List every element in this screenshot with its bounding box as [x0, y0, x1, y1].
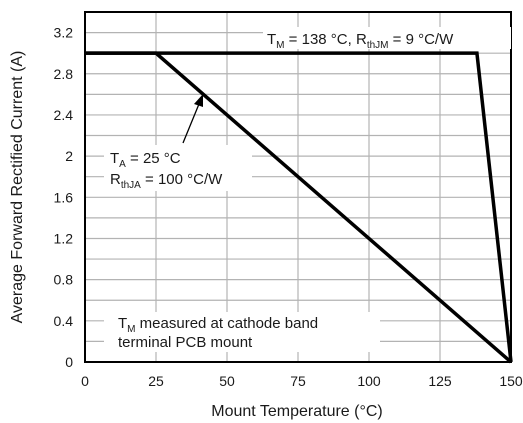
note-annotation-bg: [104, 312, 380, 352]
ambient-annotation-line1: TA = 25 °C: [110, 150, 181, 170]
series-line-2: [85, 51, 513, 364]
note-annotation-line1: TM measured at cathode band: [118, 315, 318, 335]
y-tick-label: 2.4: [54, 107, 74, 123]
y-tick-label: 2: [65, 148, 73, 164]
series-lines: [85, 51, 513, 364]
x-axis-label: Mount Temperature (°C): [211, 403, 383, 420]
series-line-1: [85, 51, 513, 363]
y-tick-label: 1.2: [54, 230, 74, 246]
x-tick-label: 0: [81, 373, 89, 389]
y-tick-label: 0.4: [54, 313, 74, 329]
mount-annotation-bg: [263, 27, 511, 49]
ambient-annotation-bg: [104, 145, 252, 191]
y-tick-label: 0.8: [54, 272, 74, 288]
y-tick-label: 2.8: [54, 66, 74, 82]
note-annotation-line2: terminal PCB mount: [118, 334, 253, 351]
y-tick-label: 1.6: [54, 189, 74, 205]
tick-labels: 0 25 50 75 100 125 150 0 0.4 0.8 1.2 1.6 2 2.4 2.8 3.2: [54, 25, 523, 389]
ambient-annotation-line2: RthJA = 100 °C/W: [110, 171, 223, 191]
y-tick-label: 3.2: [54, 25, 74, 41]
ambient-pointer-arrow: [182, 103, 200, 144]
y-tick-label: 0: [65, 354, 73, 370]
y-axis-label: Average Forward Rectified Current (A): [9, 51, 26, 324]
x-tick-label: 150: [499, 373, 523, 389]
x-tick-label: 50: [219, 373, 235, 389]
x-tick-label: 125: [428, 373, 452, 389]
ambient-pointer-arrowhead: [194, 94, 203, 107]
x-tick-label: 75: [290, 373, 306, 389]
plot-frame: [84, 11, 512, 363]
x-tick-label: 100: [357, 373, 381, 389]
x-tick-label: 25: [148, 373, 164, 389]
mount-annotation: TM = 138 °C, RthJM = 9 °C/W: [267, 31, 454, 51]
